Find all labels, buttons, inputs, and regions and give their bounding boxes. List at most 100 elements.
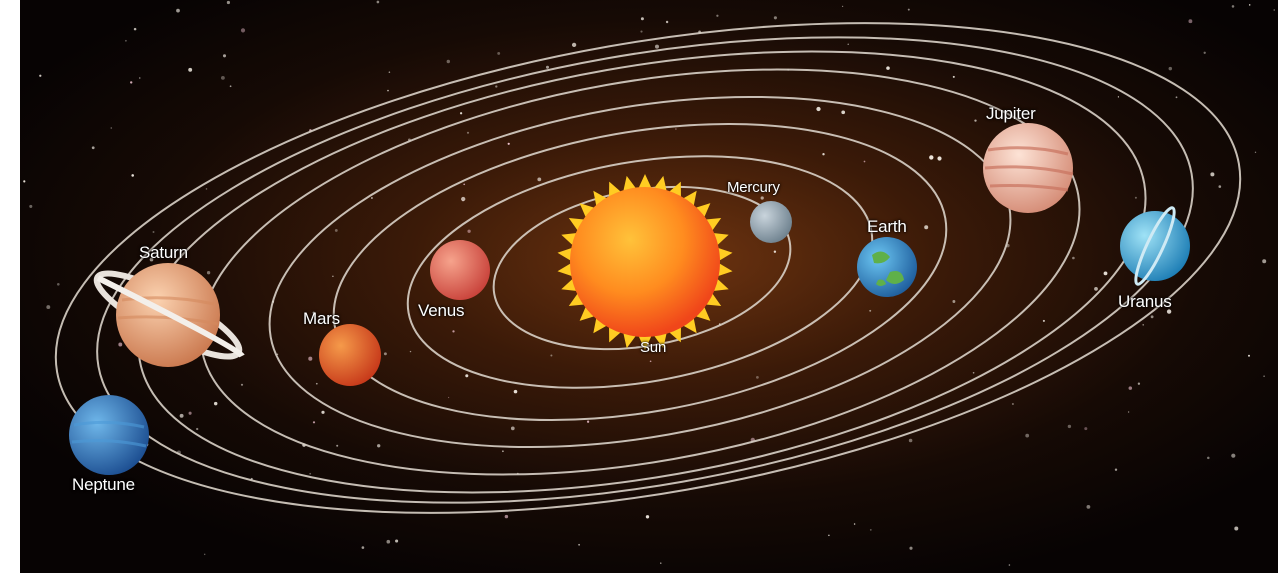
star	[841, 5, 844, 8]
mars-label: Mars	[303, 309, 340, 328]
star	[1273, 9, 1275, 11]
star	[459, 112, 463, 115]
star	[110, 127, 113, 129]
star	[502, 450, 504, 453]
star	[841, 110, 846, 115]
star	[1134, 196, 1137, 199]
star	[376, 0, 380, 4]
star	[1025, 433, 1030, 438]
earth-planet	[857, 237, 917, 297]
star	[176, 8, 180, 13]
uranus-label: Uranus	[1118, 292, 1172, 311]
star	[952, 300, 956, 303]
star	[149, 257, 154, 262]
star	[466, 131, 470, 134]
star	[387, 89, 389, 92]
star	[179, 413, 184, 418]
star	[1168, 66, 1173, 71]
star	[665, 20, 669, 24]
star	[308, 356, 313, 361]
star	[220, 75, 225, 80]
star	[131, 174, 134, 177]
star	[507, 142, 510, 145]
star	[1067, 424, 1072, 429]
star	[139, 77, 141, 79]
star	[240, 383, 244, 386]
star	[1248, 4, 1251, 6]
star	[386, 539, 391, 544]
orbit-saturn	[137, 50, 1147, 494]
star	[1262, 259, 1267, 264]
star	[1231, 5, 1235, 8]
star	[395, 539, 399, 543]
star	[461, 196, 466, 202]
star	[188, 411, 192, 415]
star	[312, 421, 316, 424]
star	[513, 389, 518, 394]
venus-label: Venus	[418, 301, 465, 320]
star	[1188, 19, 1193, 24]
uranus-planet	[1120, 206, 1190, 286]
star	[465, 374, 469, 378]
star	[1094, 287, 1098, 291]
star	[847, 43, 849, 45]
star	[974, 119, 977, 122]
star	[640, 30, 643, 33]
star	[205, 188, 208, 190]
star	[716, 14, 719, 17]
star	[56, 282, 60, 286]
star	[495, 85, 498, 88]
star	[816, 106, 821, 112]
orbit-neptune	[54, 22, 1242, 514]
orbit-rings	[54, 22, 1242, 514]
star	[312, 311, 315, 314]
star	[152, 231, 155, 233]
star	[952, 75, 955, 78]
star	[452, 330, 455, 333]
star	[545, 65, 550, 69]
star	[972, 371, 975, 374]
star	[660, 562, 662, 564]
orbit-venus	[406, 155, 874, 389]
star	[504, 514, 509, 519]
star	[321, 410, 325, 414]
star	[463, 183, 466, 186]
sun-label: Sun	[640, 339, 667, 356]
star	[203, 553, 206, 556]
star	[467, 229, 471, 233]
star	[1150, 315, 1154, 319]
star	[828, 534, 830, 537]
star	[675, 128, 677, 130]
star	[1203, 51, 1206, 54]
star	[1084, 427, 1088, 431]
star	[446, 59, 450, 64]
star	[125, 39, 127, 42]
star	[196, 427, 199, 431]
star	[869, 529, 872, 531]
star	[756, 376, 759, 379]
star	[1218, 185, 1222, 188]
star	[1166, 309, 1172, 314]
star	[336, 444, 339, 447]
star	[853, 523, 856, 525]
star	[23, 180, 26, 183]
earth-label: Earth	[867, 217, 907, 236]
star	[537, 177, 542, 182]
star	[377, 444, 381, 448]
star	[550, 354, 553, 357]
star	[133, 27, 137, 31]
star	[1117, 96, 1119, 98]
star	[1207, 456, 1210, 460]
star	[361, 546, 365, 549]
star	[863, 160, 866, 163]
star	[1086, 505, 1091, 509]
star	[1263, 375, 1265, 378]
star	[1008, 564, 1011, 566]
star	[1234, 526, 1239, 531]
star	[1248, 354, 1250, 357]
venus-planet	[430, 240, 490, 300]
star	[760, 196, 764, 200]
star	[773, 250, 777, 253]
neptune-label: Neptune	[72, 475, 135, 494]
